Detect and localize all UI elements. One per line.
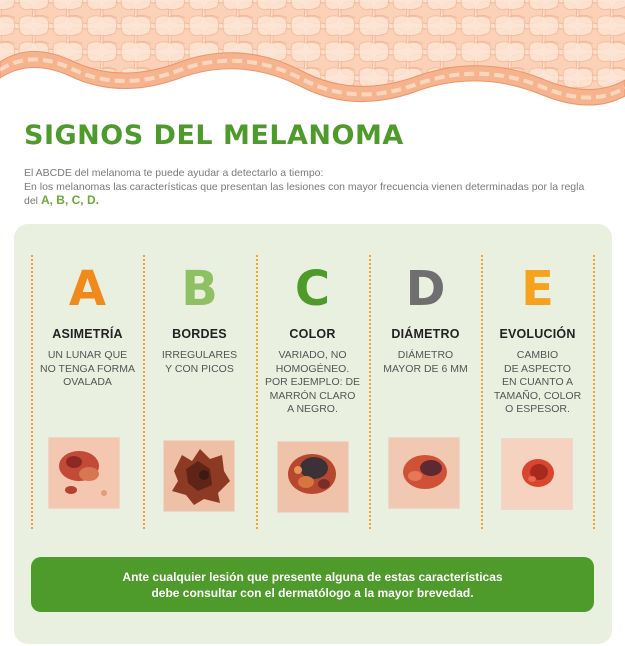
asymmetric-mole-image [48,437,120,509]
banner-text: Ante cualquier lesión que presente algun… [122,569,503,600]
sign-heading: BORDES [172,327,227,341]
skin-cells-illustration [0,0,625,106]
sign-heading: ASIMETRÍA [52,327,123,341]
sign-description: VARIADO, NO HOMOGÉNEO. POR EJEMPLO: DE M… [264,349,361,415]
color-variation-mole-image [277,441,349,513]
intro-line-3: del A, B, C, D. [24,193,614,209]
dotted-divider [31,255,33,529]
page-title: SIGNOS DEL MELANOMA [24,120,404,151]
dotted-divider [593,255,595,529]
sign-heading: COLOR [289,327,336,341]
intro-line-3-prefix: del [24,195,39,207]
dotted-divider [143,255,145,529]
dotted-divider [481,255,483,529]
sign-letter: E [521,261,554,317]
sign-description: IRREGULARES Y CON PICOS [161,349,238,375]
evolution-mole-image [501,438,573,510]
intro-text: El ABCDE del melanoma te puede ayudar a … [24,167,614,209]
sign-heading: EVOLUCIÓN [499,327,576,341]
sign-letter: D [405,261,446,317]
sign-column-diametro: D DIÁMETRO DIÁMETRO MAYOR DE 6 MM [369,255,482,529]
abcd-highlight: A, B, C, D. [40,193,99,207]
dotted-divider [369,255,371,529]
sign-letter: A [68,261,107,317]
sign-letter: B [181,261,218,317]
sign-column-color: C COLOR VARIADO, NO HOMOGÉNEO. POR EJEMP… [256,255,369,529]
sign-description: CAMBIO DE ASPECTO EN CUANTO A TAMAÑO, CO… [493,349,582,415]
consult-dermatologist-banner: Ante cualquier lesión que presente algun… [31,557,594,612]
sign-column-evolucion: E EVOLUCIÓN CAMBIO DE ASPECTO EN CUANTO … [481,255,594,529]
irregular-border-mole-image [163,440,235,512]
intro-line-1: El ABCDE del melanoma te puede ayudar a … [24,167,324,179]
sign-column-asimetria: A ASIMETRÍA UN LUNAR QUE NO TENGA FORMA … [31,255,144,529]
dotted-divider [256,255,258,529]
intro-line-2: En los melanomas las características que… [24,180,585,193]
diameter-mole-image [388,437,460,509]
sign-letter: C [294,261,331,317]
sign-column-bordes: B BORDES IRREGULARES Y CON PICOS [143,255,256,529]
sign-description: DIÁMETRO MAYOR DE 6 MM [383,349,468,375]
sign-description: UN LUNAR QUE NO TENGA FORMA OVALADA [40,349,135,388]
sign-heading: DIÁMETRO [391,327,460,341]
